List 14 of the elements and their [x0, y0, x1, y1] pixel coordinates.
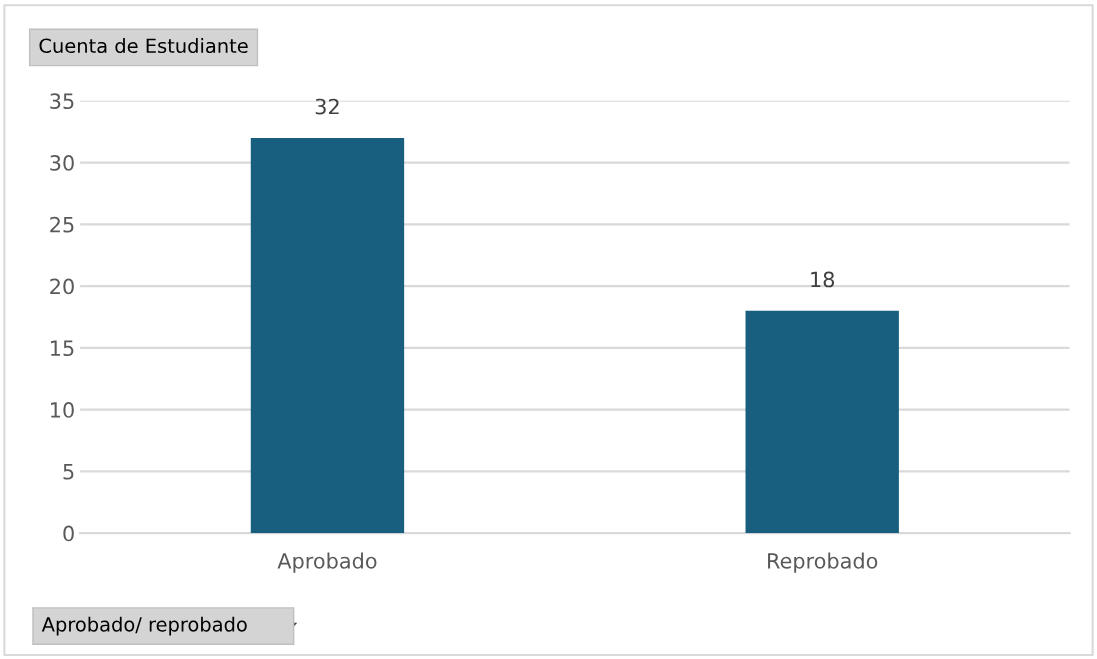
x-axis-title: Aprobado/ reprobado	[41, 616, 247, 636]
x-tick-label: Aprobado	[277, 552, 377, 573]
y-tick-label: 15	[51, 340, 74, 357]
y-tick-label: 10	[51, 402, 74, 418]
y-tick-label: 5	[63, 464, 74, 480]
data-label: 18	[811, 271, 835, 288]
y-axis-title: Cuenta de Estudiante	[39, 38, 248, 54]
y-tick-label: 30	[50, 155, 74, 171]
y-tick-label: 35	[50, 93, 74, 110]
data-label: 32	[315, 98, 339, 115]
y-tick-label: 0	[63, 525, 74, 542]
x-tick-label: Reprobado	[768, 552, 878, 573]
y-tick-label: 25	[50, 216, 74, 233]
y-tick-label: 20	[50, 278, 74, 295]
